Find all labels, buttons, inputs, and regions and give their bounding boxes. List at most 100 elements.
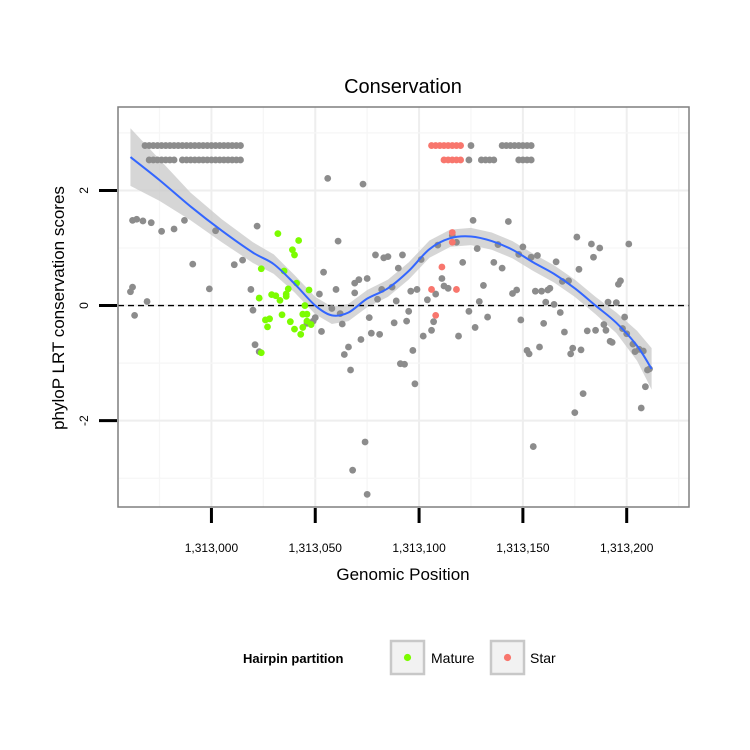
x-axis-title: Genomic Position	[336, 565, 469, 584]
star-legend-marker	[503, 653, 512, 662]
other-point	[590, 253, 597, 261]
other-point	[621, 313, 629, 321]
y-axis: -2 0 2	[77, 187, 117, 426]
other-point	[536, 343, 543, 351]
other-point	[345, 343, 352, 351]
other-point	[351, 289, 359, 297]
x-tick-label: 1,313,000	[185, 541, 239, 555]
other-point	[212, 227, 219, 235]
other-point	[575, 265, 583, 273]
other-point	[351, 279, 359, 287]
other-point	[588, 240, 595, 248]
other-point	[357, 336, 365, 343]
smooth-line	[129, 156, 653, 370]
y-tick-label: -2	[77, 415, 91, 426]
other-point	[181, 216, 188, 224]
y-axis-title: phyloP LRT conservation scores	[49, 186, 68, 430]
other-point	[567, 350, 575, 358]
other-point	[324, 174, 332, 182]
other-point	[349, 466, 357, 474]
other-point	[556, 309, 564, 316]
star-point	[457, 142, 464, 149]
other-point	[473, 245, 481, 252]
x-axis: 1,313,000 1,313,050 1,313,100 1,313,150 1,31…	[185, 508, 654, 555]
mature-point	[257, 265, 265, 273]
other-point	[143, 298, 151, 305]
other-point	[573, 233, 581, 241]
legend-entry-star: Star	[489, 639, 556, 676]
other-point	[465, 307, 473, 315]
legend-label-mature: Mature	[431, 650, 475, 666]
mature-point	[303, 310, 311, 318]
other-point	[392, 297, 400, 305]
mature-point	[291, 251, 298, 259]
other-point	[419, 332, 427, 340]
other-point	[438, 275, 446, 282]
x-tick-label: 1,313,200	[600, 541, 654, 555]
other-point	[608, 338, 616, 346]
other-point	[384, 253, 392, 261]
other-point	[239, 256, 246, 264]
other-point	[372, 251, 379, 259]
other-point	[334, 237, 342, 245]
star-point	[457, 156, 464, 164]
mature-point	[291, 325, 298, 333]
mature-point	[284, 285, 292, 293]
other-point	[542, 298, 550, 306]
x-tick-label: 1,313,050	[289, 541, 343, 555]
other-point	[133, 215, 141, 223]
other-point	[328, 305, 336, 312]
mature-point	[295, 237, 303, 244]
other-point	[367, 329, 375, 337]
other-point	[484, 313, 491, 321]
other-point	[604, 298, 612, 306]
other-point	[432, 290, 440, 298]
other-point	[641, 383, 649, 391]
mature-point	[255, 294, 263, 302]
other-point	[428, 326, 435, 334]
other-point	[338, 320, 346, 328]
mature-point	[274, 230, 282, 238]
other-point	[600, 321, 608, 328]
other-point	[170, 225, 178, 233]
other-point	[147, 219, 155, 227]
other-point	[399, 251, 406, 259]
y-tick-label: 2	[77, 187, 91, 194]
other-point	[517, 316, 525, 324]
other-point	[411, 380, 419, 388]
other-point	[602, 326, 610, 334]
other-point	[363, 275, 371, 282]
other-point	[596, 244, 604, 252]
other-point	[469, 216, 477, 224]
other-point	[467, 142, 475, 149]
other-point	[332, 286, 340, 293]
other-point	[546, 284, 554, 292]
legend: Hairpin partition Mature Star	[243, 639, 556, 676]
other-point	[569, 344, 577, 352]
chart-title: Conservation	[344, 76, 462, 98]
star-point	[428, 286, 435, 293]
other-point	[376, 330, 384, 338]
other-point	[247, 286, 255, 293]
other-point	[359, 180, 367, 188]
plot-panel	[117, 106, 690, 508]
other-point	[525, 350, 533, 358]
legend-entry-mature: Mature	[389, 639, 475, 676]
other-point	[475, 298, 483, 305]
other-point	[407, 287, 415, 295]
other-point	[129, 283, 136, 291]
other-point	[490, 156, 498, 164]
panel-border	[117, 106, 690, 508]
other-point	[579, 390, 587, 398]
other-point	[552, 258, 560, 266]
other-point	[471, 324, 479, 331]
other-point	[538, 287, 545, 295]
other-point	[251, 341, 259, 349]
x-tick-label: 1,313,150	[496, 541, 550, 555]
mature-point	[286, 318, 294, 326]
legend-label-star: Star	[530, 650, 556, 666]
other-point	[139, 217, 147, 225]
other-point	[340, 351, 348, 358]
other-point	[237, 156, 244, 164]
